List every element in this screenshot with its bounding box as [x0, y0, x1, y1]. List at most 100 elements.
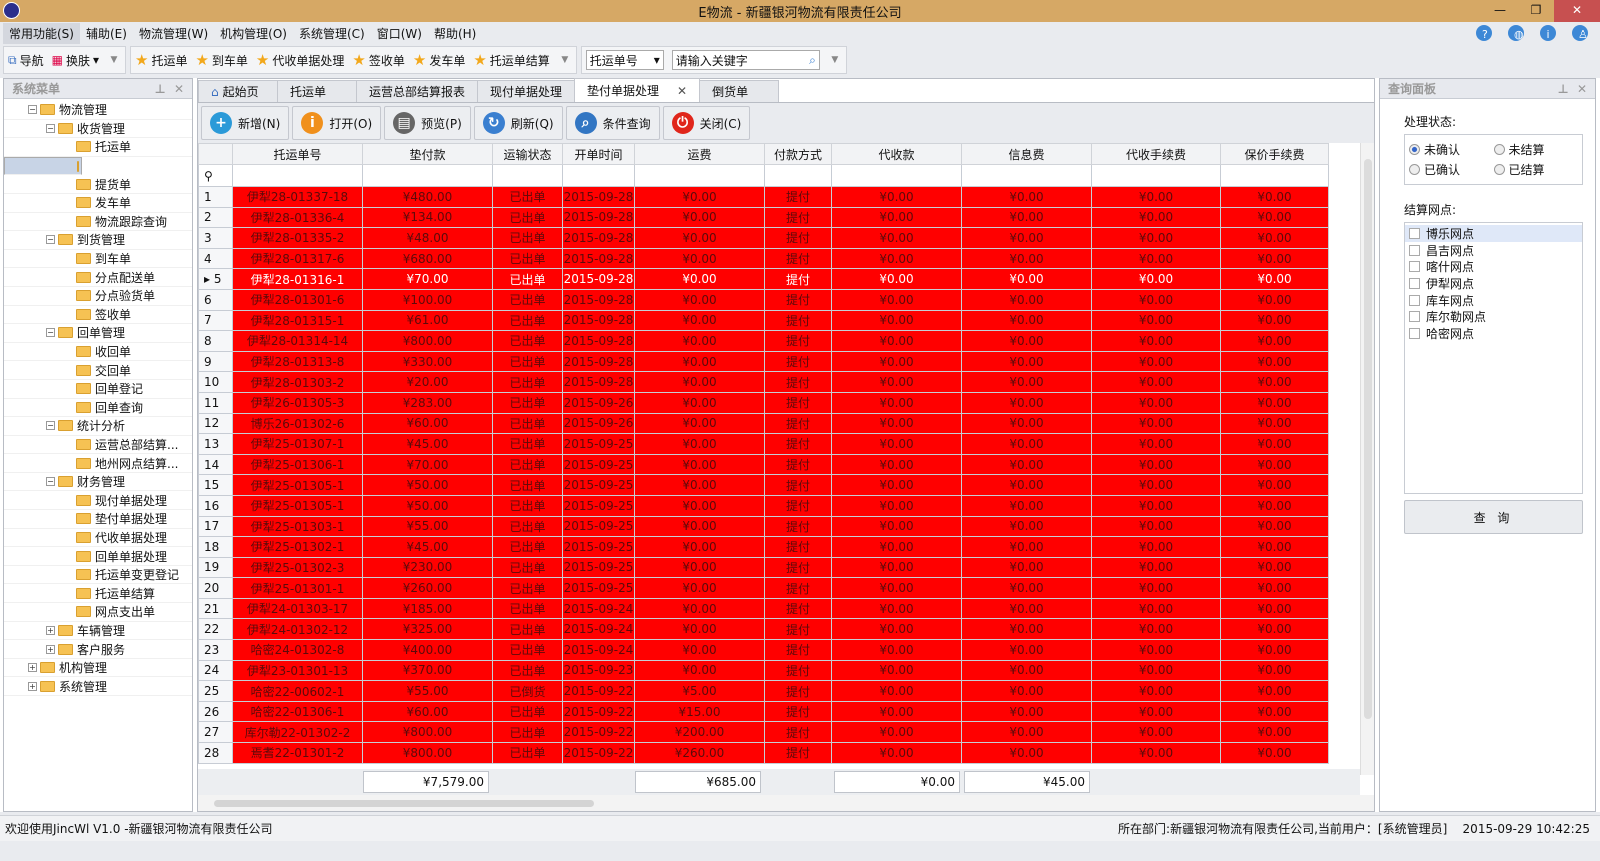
cell-垫付款[interactable]: ¥48.00: [362, 227, 493, 249]
cell-代收手续费[interactable]: ¥0.00: [1091, 700, 1221, 723]
cell-垫付款[interactable]: ¥370.00: [362, 659, 493, 682]
cell-托运单号[interactable]: 伊犁23-01301-13: [232, 659, 363, 682]
cell-托运单号[interactable]: 伊犁28-01315-1: [232, 309, 363, 332]
cell-信息费[interactable]: ¥0.00: [961, 597, 1092, 620]
cell-代收手续费[interactable]: ¥0.00: [1091, 639, 1221, 661]
cell-代收手续费[interactable]: ¥0.00: [1091, 577, 1221, 599]
cell-运输状态[interactable]: 已出单: [492, 742, 563, 764]
cell-付款方式[interactable]: 提付: [764, 350, 832, 373]
cell-付款方式[interactable]: 提付: [764, 309, 832, 332]
row-number[interactable]: 25: [198, 680, 233, 702]
cell-代收款[interactable]: ¥0.00: [831, 556, 962, 579]
cell-运输状态[interactable]: 已出单: [492, 536, 563, 558]
menu-item[interactable]: 物流管理(W): [138, 27, 209, 41]
cell-托运单号[interactable]: 伊犁25-01307-1: [232, 433, 363, 455]
filter-cell[interactable]: [764, 164, 832, 187]
cell-代收手续费[interactable]: ¥0.00: [1091, 515, 1221, 538]
cell-代收手续费[interactable]: ¥0.00: [1091, 309, 1221, 332]
tree-item[interactable]: 托运单结算: [4, 584, 192, 604]
collapse-icon[interactable]: −: [46, 123, 55, 133]
cell-托运单号[interactable]: 伊犁28-01317-6: [232, 247, 363, 270]
cell-开单时间[interactable]: 2015-09-28: [562, 268, 635, 290]
tree-item[interactable]: 现付单据处理: [4, 491, 192, 511]
restore-button[interactable]: ❐: [1530, 3, 1542, 17]
tree-item[interactable]: 提货单: [4, 175, 192, 194]
row-number[interactable]: 15: [198, 474, 233, 496]
cell-代收手续费[interactable]: ¥0.00: [1091, 659, 1221, 682]
cell-信息费[interactable]: ¥0.00: [961, 659, 1092, 682]
cell-代收款[interactable]: ¥0.00: [831, 268, 962, 290]
cell-运费[interactable]: ¥0.00: [634, 597, 765, 620]
cell-托运单号[interactable]: 库尔勒22-01302-2: [232, 721, 363, 744]
cell-代收手续费[interactable]: ¥0.00: [1091, 268, 1221, 290]
cell-代收款[interactable]: ¥0.00: [831, 330, 962, 352]
cell-开单时间[interactable]: 2015-09-28: [562, 350, 635, 373]
cell-开单时间[interactable]: 2015-09-23: [562, 659, 635, 682]
tree-item[interactable]: 回单单据处理: [4, 547, 192, 566]
collapse-icon[interactable]: −: [46, 235, 55, 245]
cell-保价手续费[interactable]: ¥0.00: [1220, 268, 1329, 290]
cell-垫付款[interactable]: ¥20.00: [362, 371, 493, 393]
cell-运输状态[interactable]: 已出单: [492, 288, 563, 311]
cell-保价手续费[interactable]: ¥0.00: [1220, 474, 1329, 496]
menu-item[interactable]: 系统管理(C): [298, 27, 365, 41]
tab-1[interactable]: 托运单: [277, 80, 357, 102]
cell-垫付款[interactable]: ¥50.00: [362, 474, 493, 496]
status-radio[interactable]: 未结算: [1493, 141, 1579, 158]
close-panel-icon[interactable]: ✕: [173, 81, 184, 96]
cell-信息费[interactable]: ¥0.00: [961, 618, 1092, 641]
cell-付款方式[interactable]: 提付: [764, 371, 832, 393]
cell-开单时间[interactable]: 2015-09-28: [562, 206, 635, 229]
cell-托运单号[interactable]: 伊犁24-01303-17: [232, 597, 363, 620]
quickbar-overflow-button[interactable]: ▼: [561, 55, 569, 65]
row-number[interactable]: 13: [198, 433, 233, 455]
tree-item[interactable]: − 物流管理: [4, 101, 192, 120]
cell-代收款[interactable]: ¥0.00: [831, 433, 962, 455]
cell-开单时间[interactable]: 2015-09-28: [562, 247, 635, 270]
cell-代收手续费[interactable]: ¥0.00: [1091, 330, 1221, 352]
cell-运费[interactable]: ¥0.00: [634, 350, 765, 373]
cell-代收手续费[interactable]: ¥0.00: [1091, 536, 1221, 558]
cell-运输状态[interactable]: 已出单: [492, 577, 563, 599]
cell-信息费[interactable]: ¥0.00: [961, 721, 1092, 744]
row-number[interactable]: 16: [198, 494, 233, 517]
cell-运输状态[interactable]: 已出单: [492, 206, 563, 229]
cell-垫付款[interactable]: ¥70.00: [362, 453, 493, 476]
quick-2[interactable]: ★ 代收单据处理: [256, 51, 344, 69]
cell-保价手续费[interactable]: ¥0.00: [1220, 330, 1329, 352]
cell-信息费[interactable]: ¥0.00: [961, 700, 1092, 723]
cell-付款方式[interactable]: 提付: [764, 247, 832, 270]
row-number[interactable]: 8: [198, 330, 233, 352]
cell-运费[interactable]: ¥0.00: [634, 206, 765, 229]
quick-5[interactable]: ★ 托运单结算: [473, 51, 549, 69]
table-row[interactable]: 28 焉耆22-01301-2 ¥800.00 已出单 2015-09-22 ¥260.0…: [198, 742, 1329, 764]
cell-运费[interactable]: ¥0.00: [634, 474, 765, 496]
table-row[interactable]: 3 伊犁28-01335-2 ¥48.00 已出单 2015-09-28 ¥0.00 提付 ¥…: [198, 227, 1329, 249]
cell-代收手续费[interactable]: ¥0.00: [1091, 494, 1221, 517]
row-number[interactable]: 21: [198, 597, 233, 620]
search-input[interactable]: 请输入关键字 ⌕: [671, 50, 820, 70]
cell-保价手续费[interactable]: ¥0.00: [1220, 721, 1329, 744]
cell-代收款[interactable]: ¥0.00: [831, 515, 962, 538]
cell-信息费[interactable]: ¥0.00: [961, 268, 1092, 290]
row-number[interactable]: 19: [198, 556, 233, 579]
row-number[interactable]: 2: [198, 206, 233, 229]
cell-代收手续费[interactable]: ¥0.00: [1091, 412, 1221, 435]
cell-运费[interactable]: ¥0.00: [634, 309, 765, 332]
cell-信息费[interactable]: ¥0.00: [961, 330, 1092, 352]
cell-托运单号[interactable]: 伊犁28-01336-4: [232, 206, 363, 229]
column-header[interactable]: 信息费: [961, 143, 1092, 165]
cell-托运单号[interactable]: 伊犁28-01301-6: [232, 288, 363, 311]
cell-运输状态[interactable]: 已出单: [492, 453, 563, 476]
row-number[interactable]: 6: [198, 288, 233, 311]
cell-保价手续费[interactable]: ¥0.00: [1220, 186, 1329, 208]
search-overflow-button[interactable]: ▼: [831, 55, 839, 65]
cell-开单时间[interactable]: 2015-09-26: [562, 391, 635, 414]
cell-信息费[interactable]: ¥0.00: [961, 391, 1092, 414]
cell-垫付款[interactable]: ¥61.00: [362, 309, 493, 332]
cell-信息费[interactable]: ¥0.00: [961, 227, 1092, 249]
cell-信息费[interactable]: ¥0.00: [961, 515, 1092, 538]
row-number[interactable]: 18: [198, 536, 233, 558]
row-number[interactable]: 11: [198, 391, 233, 414]
menu-item[interactable]: 机构管理(O): [220, 27, 287, 41]
